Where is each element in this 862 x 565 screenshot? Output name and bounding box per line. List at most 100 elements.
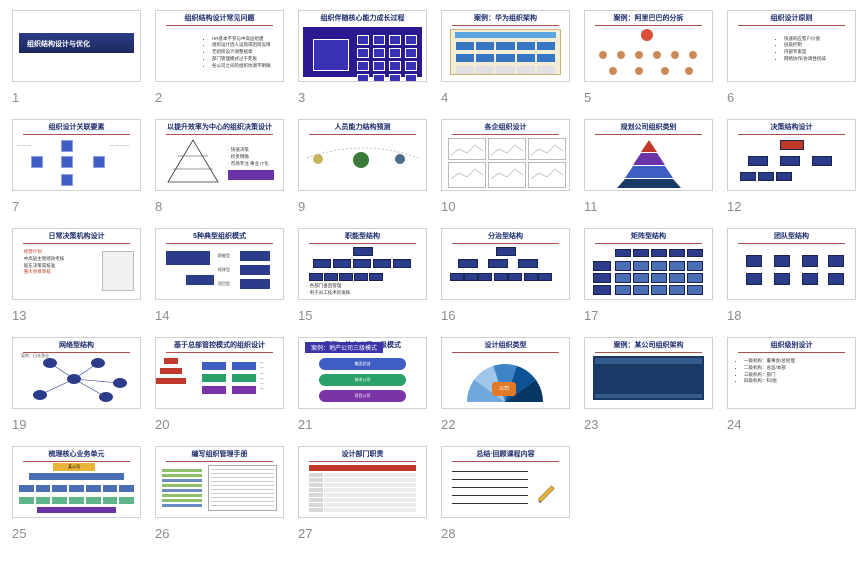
slide-cell-17: 矩阵型结构 17 — [584, 228, 713, 323]
slide-title: 总结·回顾课程内容 — [442, 451, 569, 459]
slide-cell-3: 组织伴随核心能力成长过程 3 — [298, 10, 427, 105]
slide-thumbnail-12[interactable]: 决策结构设计 — [727, 119, 856, 191]
slide-title: 人员能力结构预测 — [299, 124, 426, 132]
slide-number: 16 — [441, 308, 570, 323]
slide-number: 26 — [155, 526, 284, 541]
slide-cell-2: 组织结构设计常见问题HR基本不参与中高层组建组织设计因人设岗或因岗设限无组织设计… — [155, 10, 284, 105]
slide-cell-6: 组织设计原则快速响应客户价值层级控制内部专家型网络协作/协调性权威6 — [727, 10, 856, 105]
slide-thumbnail-5[interactable]: 案例：阿里巴巴的分拆 — [584, 10, 713, 82]
slide-number: 25 — [12, 526, 141, 541]
slide-title: 矩阵型结构 — [585, 233, 712, 241]
slide-number: 21 — [298, 417, 427, 432]
slide-thumbnail-11[interactable]: 规划公司组织类别 — [584, 119, 713, 191]
slide-number: 7 — [12, 199, 141, 214]
slide-thumbnail-14[interactable]: 5种典型组织模式职能型矩阵型项目型 — [155, 228, 284, 300]
slide-title: 案例：华为组织架构 — [442, 15, 569, 23]
slide-thumbnail-23[interactable]: 案例：某公司组织架构 — [584, 337, 713, 409]
slide-thumbnail-20[interactable]: 基于总部管控模式的组织设计—————— — [155, 337, 284, 409]
slide-cell-24: 组织级别设计一级机构：董事会/总经理二级机构：总监/本部三级机构：部门四级机构：… — [727, 337, 856, 432]
slide-cell-12: 决策结构设计 12 — [727, 119, 856, 214]
slide-cell-28: 总结·回顾课程内容 28 — [441, 446, 570, 541]
slide-thumbnail-28[interactable]: 总结·回顾课程内容 — [441, 446, 570, 518]
slide-cell-8: 以提升效率为中心的组织决策设计· 快速决策· 权责明确· 市场专注 事业 IT化… — [155, 119, 284, 214]
slide-cell-14: 5种典型组织模式职能型矩阵型项目型 14 — [155, 228, 284, 323]
slide-number: 17 — [584, 308, 713, 323]
slide-number: 13 — [12, 308, 141, 323]
slide-thumbnail-2[interactable]: 组织结构设计常见问题HR基本不参与中高层组建组织设计因人设岗或因岗设限无组织设计… — [155, 10, 284, 82]
slide-thumbnail-8[interactable]: 以提升效率为中心的组织决策设计· 快速决策· 权责明确· 市场专注 事业 IT化… — [155, 119, 284, 191]
slide-cell-18: 团队型结构 18 — [727, 228, 856, 323]
slide-number: 11 — [584, 199, 713, 214]
slide-cell-7: 组织设计关联要素 — — —— — — — 7 — [12, 119, 141, 214]
slide-cell-11: 规划公司组织类别 11 — [584, 119, 713, 214]
slide-thumbnail-24[interactable]: 组织级别设计一级机构：董事会/总经理二级机构：总监/本部三级机构：部门四级机构：… — [727, 337, 856, 409]
slide-cell-15: 职能型结构· 各部门垂直管理· 利于员工技术的发挥 15 — [298, 228, 427, 323]
slide-title: 设计部门职责 — [299, 451, 426, 459]
slide-number: 18 — [727, 308, 856, 323]
slide-thumbnail-10[interactable]: 各企组织设计 — [441, 119, 570, 191]
slide-thumbnail-22[interactable]: 设计组织类型公司 — [441, 337, 570, 409]
slide-number: 12 — [727, 199, 856, 214]
slide-thumbnail-4[interactable]: 案例：华为组织架构 — [441, 10, 570, 82]
slide-number: 27 — [298, 526, 427, 541]
slide-title: 组织设计原则 — [728, 15, 855, 23]
slide-title: 设计组织类型 — [442, 342, 569, 350]
slide-cell-9: 人员能力结构预测9 — [298, 119, 427, 214]
slide-number: 4 — [441, 90, 570, 105]
slide-cell-20: 基于总部管控模式的组织设计—————— 20 — [155, 337, 284, 432]
slide-title: 以提升效率为中心的组织决策设计 — [156, 124, 283, 132]
slide-title: 各企组织设计 — [442, 124, 569, 132]
slide-title: 梳理核心业务单元 — [13, 451, 140, 459]
slide-title: 组织伴随核心能力成长过程 — [299, 15, 426, 23]
slide-number: 14 — [155, 308, 284, 323]
slide-title: 5种典型组织模式 — [156, 233, 283, 241]
slide-thumbnail-19[interactable]: 网络型结构案例：日本渔业 — [12, 337, 141, 409]
slide-number: 19 — [12, 417, 141, 432]
slide-thumbnail-17[interactable]: 矩阵型结构 — [584, 228, 713, 300]
slide-number: 22 — [441, 417, 570, 432]
slide-thumbnail-18[interactable]: 团队型结构 — [727, 228, 856, 300]
slide-number: 28 — [441, 526, 570, 541]
slide-thumbnail-26[interactable]: 编写组织管理手册 — [155, 446, 284, 518]
slide-cell-23: 案例：某公司组织架构 23 — [584, 337, 713, 432]
slide-cell-10: 各企组织设计10 — [441, 119, 570, 214]
slide-thumbnail-25[interactable]: 梳理核心业务单元某公司 — [12, 446, 141, 518]
slide-cell-26: 编写组织管理手册 26 — [155, 446, 284, 541]
slide-number: 3 — [298, 90, 427, 105]
slide-cell-27: 设计部门职责 27 — [298, 446, 427, 541]
slide-number: 20 — [155, 417, 284, 432]
cover-title: 组织结构设计与优化 — [19, 33, 134, 55]
slide-thumbnail-7[interactable]: 组织设计关联要素 — — —— — — — — [12, 119, 141, 191]
slide-cell-16: 分治型结构 16 — [441, 228, 570, 323]
slide-thumbnail-6[interactable]: 组织设计原则快速响应客户价值层级控制内部专家型网络协作/协调性权威 — [727, 10, 856, 82]
slide-thumbnail-27[interactable]: 设计部门职责 — [298, 446, 427, 518]
slide-cell-5: 案例：阿里巴巴的分拆 5 — [584, 10, 713, 105]
slide-number: 2 — [155, 90, 284, 105]
slide-number: 24 — [727, 417, 856, 432]
slide-thumbnail-1[interactable]: 组织结构设计与优化 — [12, 10, 141, 82]
slide-thumbnail-21[interactable]: 案例：地产公司三级模式案例：地产公司三级模式集团总部城市公司项目公司 — [298, 337, 427, 409]
slide-number: 5 — [584, 90, 713, 105]
slide-cell-4: 案例：华为组织架构 4 — [441, 10, 570, 105]
slide-number: 15 — [298, 308, 427, 323]
slide-title: 基于总部管控模式的组织设计 — [156, 342, 283, 350]
slide-title: 编写组织管理手册 — [156, 451, 283, 459]
slide-thumbnail-15[interactable]: 职能型结构· 各部门垂直管理· 利于员工技术的发挥 — [298, 228, 427, 300]
slide-cell-1: 组织结构设计与优化1 — [12, 10, 141, 105]
slide-thumbnail-3[interactable]: 组织伴随核心能力成长过程 — [298, 10, 427, 82]
slide-thumbnail-16[interactable]: 分治型结构 — [441, 228, 570, 300]
slide-cell-19: 网络型结构案例：日本渔业 19 — [12, 337, 141, 432]
slide-title: 案例：阿里巴巴的分拆 — [585, 15, 712, 23]
slide-thumbnail-9[interactable]: 人员能力结构预测 — [298, 119, 427, 191]
slide-cell-13: 日常决策机构设计· 经营计划· 中高层主管绩效考核· 股东决策或核准· 重大项目… — [12, 228, 141, 323]
slide-title: 组织级别设计 — [728, 342, 855, 350]
slide-cell-22: 设计组织类型公司 22 — [441, 337, 570, 432]
slide-thumbnail-13[interactable]: 日常决策机构设计· 经营计划· 中高层主管绩效考核· 股东决策或核准· 重大项目… — [12, 228, 141, 300]
slide-number: 23 — [584, 417, 713, 432]
slide-title: 组织设计关联要素 — [13, 124, 140, 132]
slide-cell-25: 梳理核心业务单元某公司 25 — [12, 446, 141, 541]
slide-number: 8 — [155, 199, 284, 214]
slide-title: 案例：某公司组织架构 — [585, 342, 712, 350]
slide-cell-21: 案例：地产公司三级模式案例：地产公司三级模式集团总部城市公司项目公司 21 — [298, 337, 427, 432]
slide-grid: 组织结构设计与优化1组织结构设计常见问题HR基本不参与中高层组建组织设计因人设岗… — [0, 0, 862, 565]
